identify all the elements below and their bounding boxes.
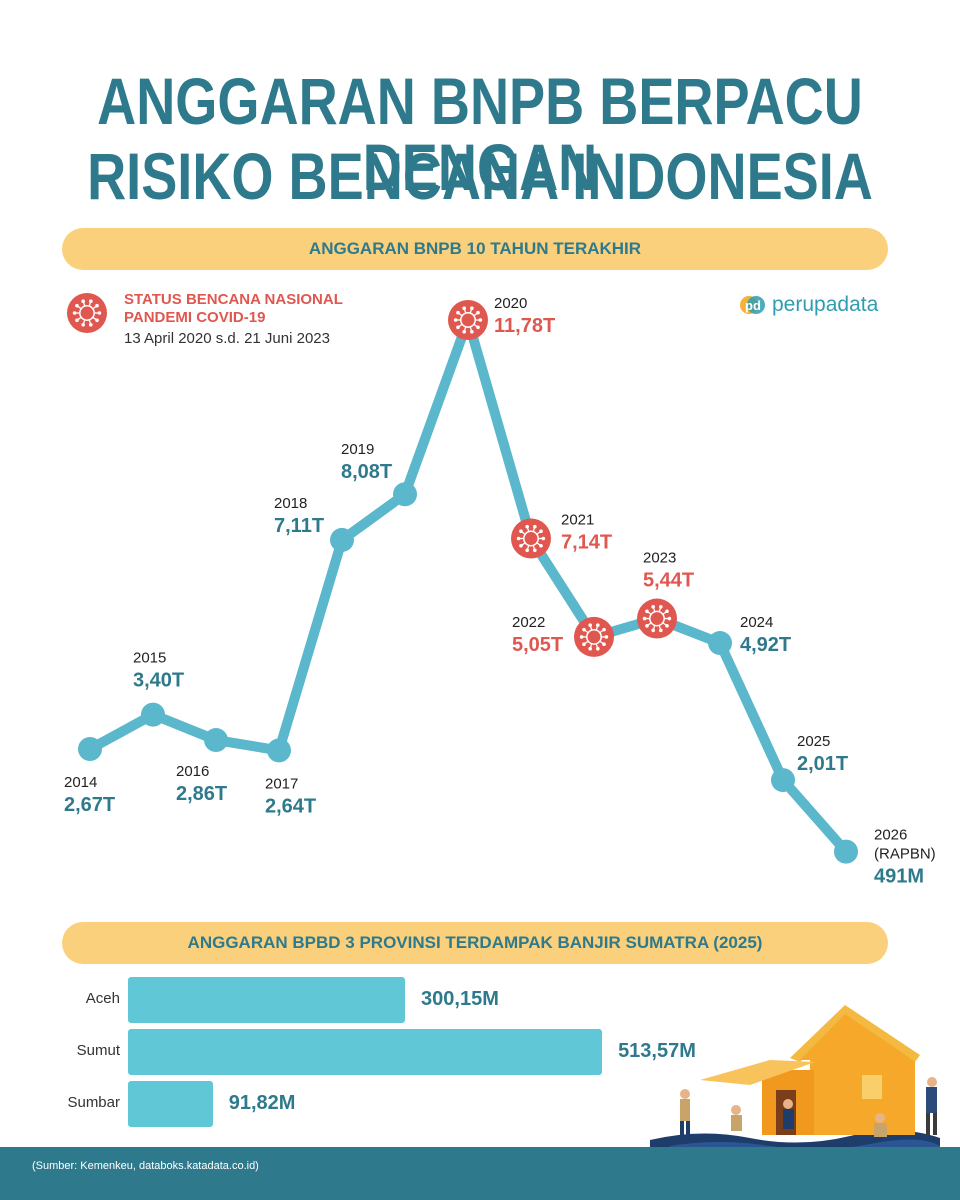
- bar-value-aceh: 300,15M: [421, 988, 499, 1010]
- point-2015: [141, 702, 165, 727]
- point-2020: [448, 300, 488, 340]
- value-label-2022: 5,05T: [512, 634, 563, 656]
- bar-sumbar: [128, 1081, 213, 1127]
- legend-title: STATUS BENCANA NASIONAL PANDEMI COVID-19: [124, 291, 343, 327]
- virus-icon: [66, 292, 108, 339]
- year-label-2019: 2019: [341, 441, 374, 458]
- source-note: (Sumber: Kemenkeu, databoks.katadata.co.…: [32, 1160, 259, 1172]
- point-2026: [834, 839, 858, 864]
- legend-title-line-2: PANDEMI COVID-19: [124, 309, 266, 326]
- point-2025: [771, 768, 795, 793]
- point-2018: [330, 527, 354, 552]
- point-2023: [637, 598, 677, 639]
- year-label-2025: 2025: [797, 733, 830, 750]
- value-label-2015: 3,40T: [133, 670, 184, 692]
- perupadata-logo: pd perupadata: [738, 290, 878, 320]
- year-label-2017: 2017: [265, 775, 298, 792]
- logo-mark-text: pd: [745, 298, 761, 313]
- year-note-2026: (RAPBN): [874, 846, 936, 863]
- value-label-2026: 491M: [874, 866, 924, 888]
- line-chart-bnpb: 2014 2,67T 2015 3,40T 2016 2,86T 2017 2,64T 2018…: [64, 295, 936, 888]
- point-2014: [78, 737, 102, 761]
- year-label-2023: 2023: [643, 550, 676, 567]
- year-label-2022: 2022: [512, 614, 545, 631]
- point-2024: [708, 631, 732, 656]
- page-title-line-2: RISIKO BENCANA INDONESIA: [87, 139, 873, 213]
- bar-sumut: [128, 1029, 603, 1075]
- section-header-bpbd-label: ANGGARAN BPBD 3 PROVINSI TERDAMPAK BANJI…: [187, 933, 763, 952]
- bar-label-aceh: Aceh: [85, 990, 120, 1007]
- year-label-2014: 2014: [64, 774, 97, 791]
- point-2022: [574, 616, 614, 657]
- year-label-2020: 2020: [494, 295, 527, 312]
- value-label-2016: 2,86T: [176, 783, 227, 805]
- bar-aceh: [128, 977, 406, 1023]
- year-label-2015: 2015: [133, 650, 166, 667]
- logo-text: perupadata: [772, 293, 879, 316]
- value-label-2020: 11,78T: [494, 315, 555, 337]
- value-label-2025: 2,01T: [797, 753, 848, 775]
- value-label-2019: 8,08T: [341, 461, 392, 483]
- year-label-2016: 2016: [176, 763, 209, 780]
- value-label-2023: 5,44T: [643, 570, 694, 592]
- footer-bar: [0, 1147, 960, 1200]
- value-label-2021: 7,14T: [561, 532, 612, 554]
- section-header-bnpb-label: ANGGARAN BNPB 10 TAHUN TERAKHIR: [308, 239, 642, 258]
- section-header-bpbd: ANGGARAN BPBD 3 PROVINSI TERDAMPAK BANJI…: [62, 922, 888, 964]
- year-label-2024: 2024: [740, 614, 773, 631]
- year-label-2018: 2018: [274, 495, 307, 512]
- legend-period: 13 April 2020 s.d. 21 Juni 2023: [124, 330, 330, 347]
- point-2017: [267, 738, 291, 763]
- point-2019: [393, 482, 417, 507]
- bar-label-sumbar: Sumbar: [67, 1094, 120, 1111]
- bar-value-sumut: 513,57M: [618, 1040, 696, 1062]
- section-header-bnpb: ANGGARAN BNPB 10 TAHUN TERAKHIR: [62, 228, 888, 270]
- point-2016: [204, 728, 228, 753]
- bar-label-sumut: Sumut: [76, 1042, 120, 1059]
- value-label-2017: 2,64T: [265, 795, 316, 817]
- page-title-line-1: ANGGARAN BNPB BERPACU DENGAN: [97, 64, 863, 204]
- year-label-2026: 2026: [874, 827, 907, 844]
- year-label-2021: 2021: [561, 512, 594, 529]
- value-label-2024: 4,92T: [740, 634, 791, 656]
- logo-mark-icon: pd: [740, 296, 765, 314]
- value-label-2018: 7,11T: [274, 515, 324, 537]
- point-2021: [511, 518, 551, 559]
- bar-value-sumbar: 91,82M: [228, 1092, 296, 1114]
- value-label-2014: 2,67T: [64, 794, 115, 816]
- legend-title-line-1: STATUS BENCANA NASIONAL: [124, 291, 343, 308]
- flood-house-illustration: [650, 1005, 940, 1150]
